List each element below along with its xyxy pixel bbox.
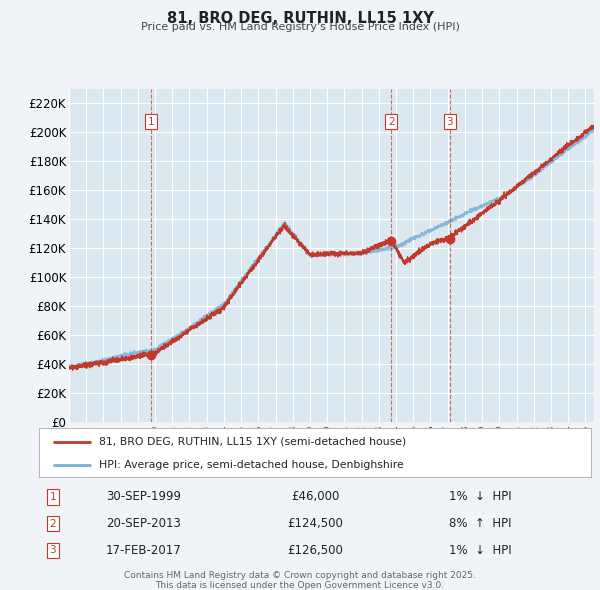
Text: 1: 1 <box>49 491 56 502</box>
Text: 1%  ↓  HPI: 1% ↓ HPI <box>449 490 512 503</box>
Text: 8%  ↑  HPI: 8% ↑ HPI <box>449 517 512 530</box>
Text: 1: 1 <box>148 117 154 127</box>
Text: 81, BRO DEG, RUTHIN, LL15 1XY (semi-detached house): 81, BRO DEG, RUTHIN, LL15 1XY (semi-deta… <box>98 437 406 447</box>
Text: 1%  ↓  HPI: 1% ↓ HPI <box>449 544 512 557</box>
Text: Price paid vs. HM Land Registry's House Price Index (HPI): Price paid vs. HM Land Registry's House … <box>140 22 460 32</box>
Text: 30-SEP-1999: 30-SEP-1999 <box>106 490 181 503</box>
Text: 17-FEB-2017: 17-FEB-2017 <box>106 544 182 557</box>
Text: £124,500: £124,500 <box>287 517 343 530</box>
Text: £46,000: £46,000 <box>291 490 339 503</box>
Text: 2: 2 <box>388 117 395 127</box>
Text: This data is licensed under the Open Government Licence v3.0.: This data is licensed under the Open Gov… <box>155 581 445 589</box>
Text: 3: 3 <box>49 545 56 555</box>
Text: 2: 2 <box>49 519 56 529</box>
Text: HPI: Average price, semi-detached house, Denbighshire: HPI: Average price, semi-detached house,… <box>98 460 403 470</box>
Text: £126,500: £126,500 <box>287 544 343 557</box>
Text: 20-SEP-2013: 20-SEP-2013 <box>106 517 181 530</box>
Text: 3: 3 <box>446 117 453 127</box>
Text: Contains HM Land Registry data © Crown copyright and database right 2025.: Contains HM Land Registry data © Crown c… <box>124 571 476 580</box>
Text: 81, BRO DEG, RUTHIN, LL15 1XY: 81, BRO DEG, RUTHIN, LL15 1XY <box>167 11 433 25</box>
